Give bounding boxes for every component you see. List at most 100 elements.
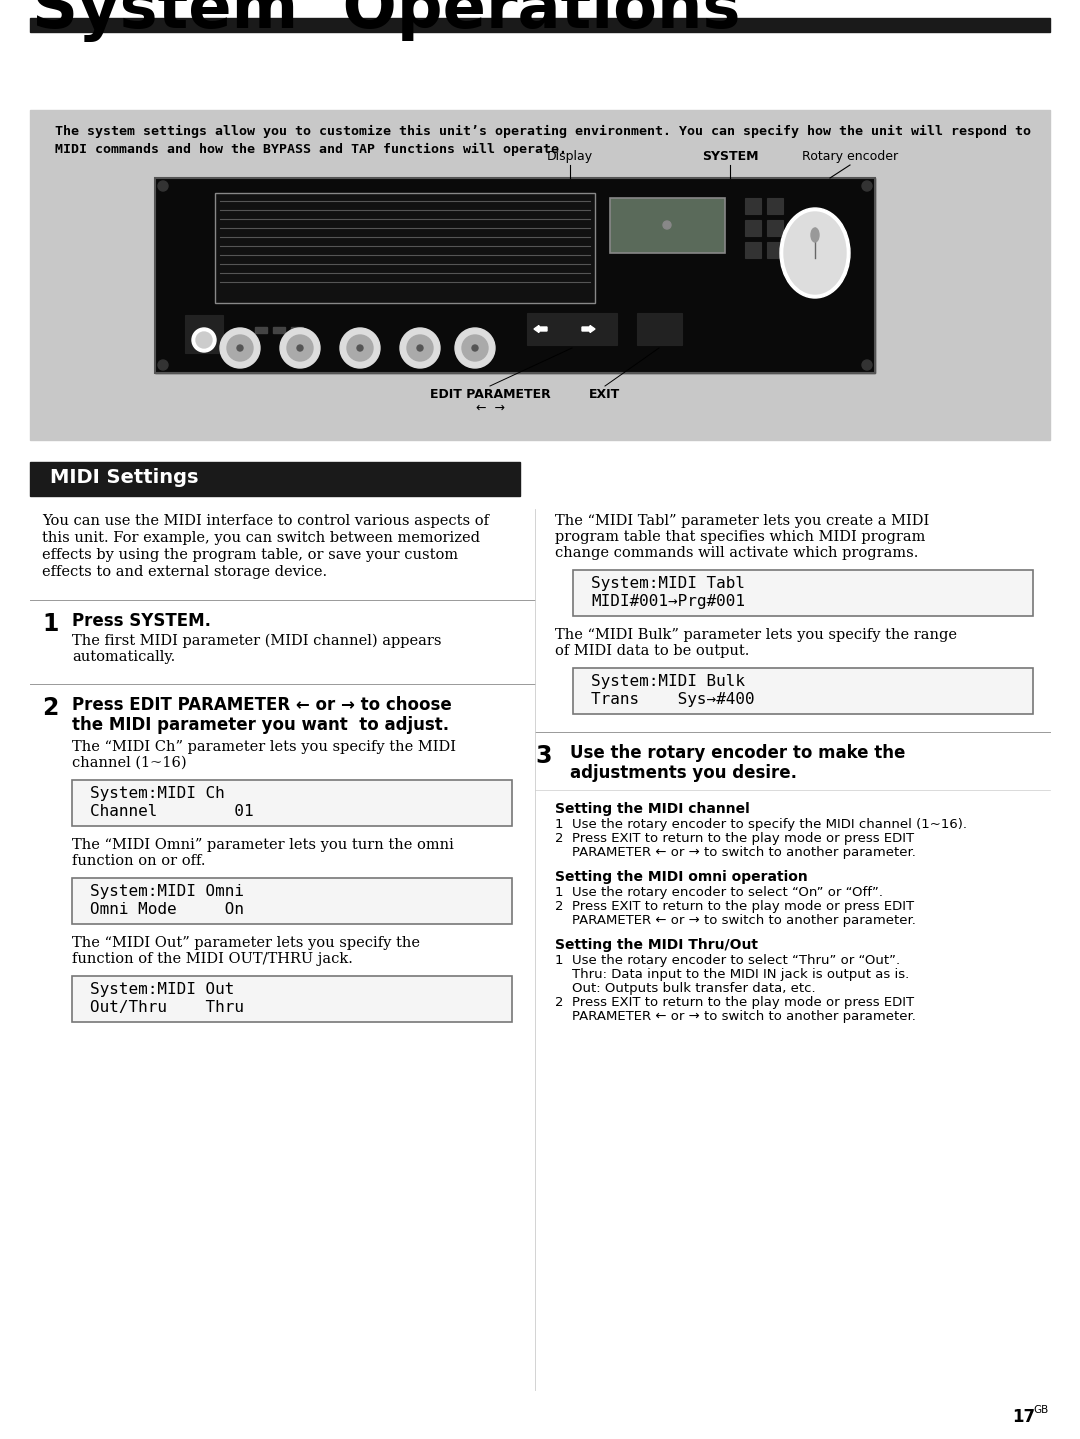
Bar xyxy=(185,315,222,353)
Circle shape xyxy=(158,360,168,370)
Text: The “MIDI Ch” parameter lets you specify the MIDI: The “MIDI Ch” parameter lets you specify… xyxy=(72,740,456,754)
Text: You can use the MIDI interface to control various aspects of: You can use the MIDI interface to contro… xyxy=(42,514,489,528)
Text: adjustments you desire.: adjustments you desire. xyxy=(570,764,797,781)
Ellipse shape xyxy=(784,212,846,294)
Circle shape xyxy=(227,335,253,361)
Text: The first MIDI parameter (MIDI channel) appears: The first MIDI parameter (MIDI channel) … xyxy=(72,635,442,649)
Circle shape xyxy=(472,345,478,351)
Text: EXIT: EXIT xyxy=(590,389,621,401)
Circle shape xyxy=(220,328,260,368)
Text: 2: 2 xyxy=(42,696,58,720)
Circle shape xyxy=(357,345,363,351)
Bar xyxy=(573,570,1032,616)
Text: The “MIDI Omni” parameter lets you turn the omni: The “MIDI Omni” parameter lets you turn … xyxy=(72,837,454,852)
Text: The system settings allow you to customize this unit’s operating environment. Yo: The system settings allow you to customi… xyxy=(55,125,1031,138)
Text: 17: 17 xyxy=(1012,1407,1035,1426)
Bar xyxy=(610,199,725,253)
Text: Thru: Data input to the MIDI IN jack is output as is.: Thru: Data input to the MIDI IN jack is … xyxy=(555,968,909,981)
Text: Setting the MIDI channel: Setting the MIDI channel xyxy=(555,802,750,816)
Text: function of the MIDI OUT/THRU jack.: function of the MIDI OUT/THRU jack. xyxy=(72,953,353,966)
Text: Channel        01: Channel 01 xyxy=(90,804,254,819)
Text: The “MIDI Bulk” parameter lets you specify the range: The “MIDI Bulk” parameter lets you speci… xyxy=(555,627,957,642)
Bar xyxy=(767,242,783,258)
FancyArrow shape xyxy=(582,325,595,332)
Text: ←  →: ← → xyxy=(475,401,504,414)
Text: 2  Press EXIT to return to the play mode or press EDIT: 2 Press EXIT to return to the play mode … xyxy=(555,832,914,845)
Circle shape xyxy=(417,345,423,351)
Text: 1  Use the rotary encoder to select “On” or “Off”.: 1 Use the rotary encoder to select “On” … xyxy=(555,886,883,899)
Text: System:MIDI Bulk: System:MIDI Bulk xyxy=(591,673,745,689)
Text: 2  Press EXIT to return to the play mode or press EDIT: 2 Press EXIT to return to the play mode … xyxy=(555,996,914,1009)
Bar xyxy=(745,220,761,236)
Text: System:MIDI Ch: System:MIDI Ch xyxy=(90,786,225,802)
FancyArrow shape xyxy=(534,325,546,332)
Bar xyxy=(30,462,519,496)
Text: program table that specifies which MIDI program: program table that specifies which MIDI … xyxy=(555,530,926,544)
Circle shape xyxy=(862,360,872,370)
Bar xyxy=(291,327,303,332)
Bar xyxy=(72,976,512,1022)
Bar xyxy=(30,19,1050,32)
Text: Out/Thru    Thru: Out/Thru Thru xyxy=(90,1000,244,1014)
Text: this unit. For example, you can switch between memorized: this unit. For example, you can switch b… xyxy=(42,531,480,545)
Circle shape xyxy=(195,332,212,348)
Text: MIDI#001→Prg#001: MIDI#001→Prg#001 xyxy=(591,594,745,609)
Circle shape xyxy=(340,328,380,368)
Bar xyxy=(273,327,285,332)
Text: 2  Press EXIT to return to the play mode or press EDIT: 2 Press EXIT to return to the play mode … xyxy=(555,899,914,912)
Bar xyxy=(215,193,595,304)
Text: The “MIDI Out” parameter lets you specify the: The “MIDI Out” parameter lets you specif… xyxy=(72,935,420,950)
Bar xyxy=(745,242,761,258)
Bar xyxy=(72,780,512,826)
Text: System:MIDI Omni: System:MIDI Omni xyxy=(90,884,244,899)
Text: 1  Use the rotary encoder to specify the MIDI channel (1~16).: 1 Use the rotary encoder to specify the … xyxy=(555,817,967,830)
Circle shape xyxy=(663,222,671,229)
Bar xyxy=(573,668,1032,714)
Text: PARAMETER ← or → to switch to another parameter.: PARAMETER ← or → to switch to another pa… xyxy=(555,1010,916,1023)
Bar xyxy=(255,327,267,332)
Circle shape xyxy=(455,328,495,368)
Circle shape xyxy=(158,181,168,191)
Ellipse shape xyxy=(811,227,819,242)
Circle shape xyxy=(297,345,303,351)
Text: MIDI commands and how the BYPASS and TAP functions will operate.: MIDI commands and how the BYPASS and TAP… xyxy=(55,142,567,155)
Text: 3: 3 xyxy=(535,744,552,768)
Text: 1: 1 xyxy=(42,612,58,636)
Text: Trans    Sys→#400: Trans Sys→#400 xyxy=(591,692,755,707)
Text: channel (1~16): channel (1~16) xyxy=(72,755,187,770)
Bar xyxy=(745,199,761,214)
Text: change commands will activate which programs.: change commands will activate which prog… xyxy=(555,545,918,560)
Circle shape xyxy=(347,335,373,361)
Text: Use the rotary encoder to make the: Use the rotary encoder to make the xyxy=(570,744,905,763)
Bar xyxy=(30,109,1050,440)
Circle shape xyxy=(862,181,872,191)
Text: Setting the MIDI omni operation: Setting the MIDI omni operation xyxy=(555,871,808,884)
Text: Setting the MIDI Thru/Out: Setting the MIDI Thru/Out xyxy=(555,938,758,953)
Circle shape xyxy=(407,335,433,361)
Bar xyxy=(156,178,875,373)
Text: System:MIDI Tabl: System:MIDI Tabl xyxy=(591,576,745,591)
Text: the MIDI parameter you want  to adjust.: the MIDI parameter you want to adjust. xyxy=(72,717,449,734)
Text: Press EDIT PARAMETER ← or → to choose: Press EDIT PARAMETER ← or → to choose xyxy=(72,696,451,714)
Text: PARAMETER ← or → to switch to another parameter.: PARAMETER ← or → to switch to another pa… xyxy=(555,846,916,859)
Text: System:MIDI Out: System:MIDI Out xyxy=(90,981,234,997)
Bar xyxy=(527,314,617,345)
Text: effects to and external storage device.: effects to and external storage device. xyxy=(42,566,327,578)
Text: GB: GB xyxy=(1032,1404,1049,1415)
Text: Omni Mode     On: Omni Mode On xyxy=(90,902,244,917)
Text: Display: Display xyxy=(546,150,593,163)
Circle shape xyxy=(280,328,320,368)
Circle shape xyxy=(237,345,243,351)
Circle shape xyxy=(192,328,216,353)
Bar xyxy=(767,220,783,236)
Text: EDIT PARAMETER: EDIT PARAMETER xyxy=(430,389,551,401)
Text: MIDI Settings: MIDI Settings xyxy=(50,468,199,486)
Text: automatically.: automatically. xyxy=(72,650,175,663)
Text: 1  Use the rotary encoder to select “Thru” or “Out”.: 1 Use the rotary encoder to select “Thru… xyxy=(555,954,900,967)
Bar xyxy=(72,878,512,924)
Ellipse shape xyxy=(780,209,850,298)
Text: effects by using the program table, or save your custom: effects by using the program table, or s… xyxy=(42,548,458,563)
Text: SYSTEM: SYSTEM xyxy=(702,150,758,163)
Text: Out: Outputs bulk transfer data, etc.: Out: Outputs bulk transfer data, etc. xyxy=(555,981,815,994)
Bar xyxy=(767,199,783,214)
